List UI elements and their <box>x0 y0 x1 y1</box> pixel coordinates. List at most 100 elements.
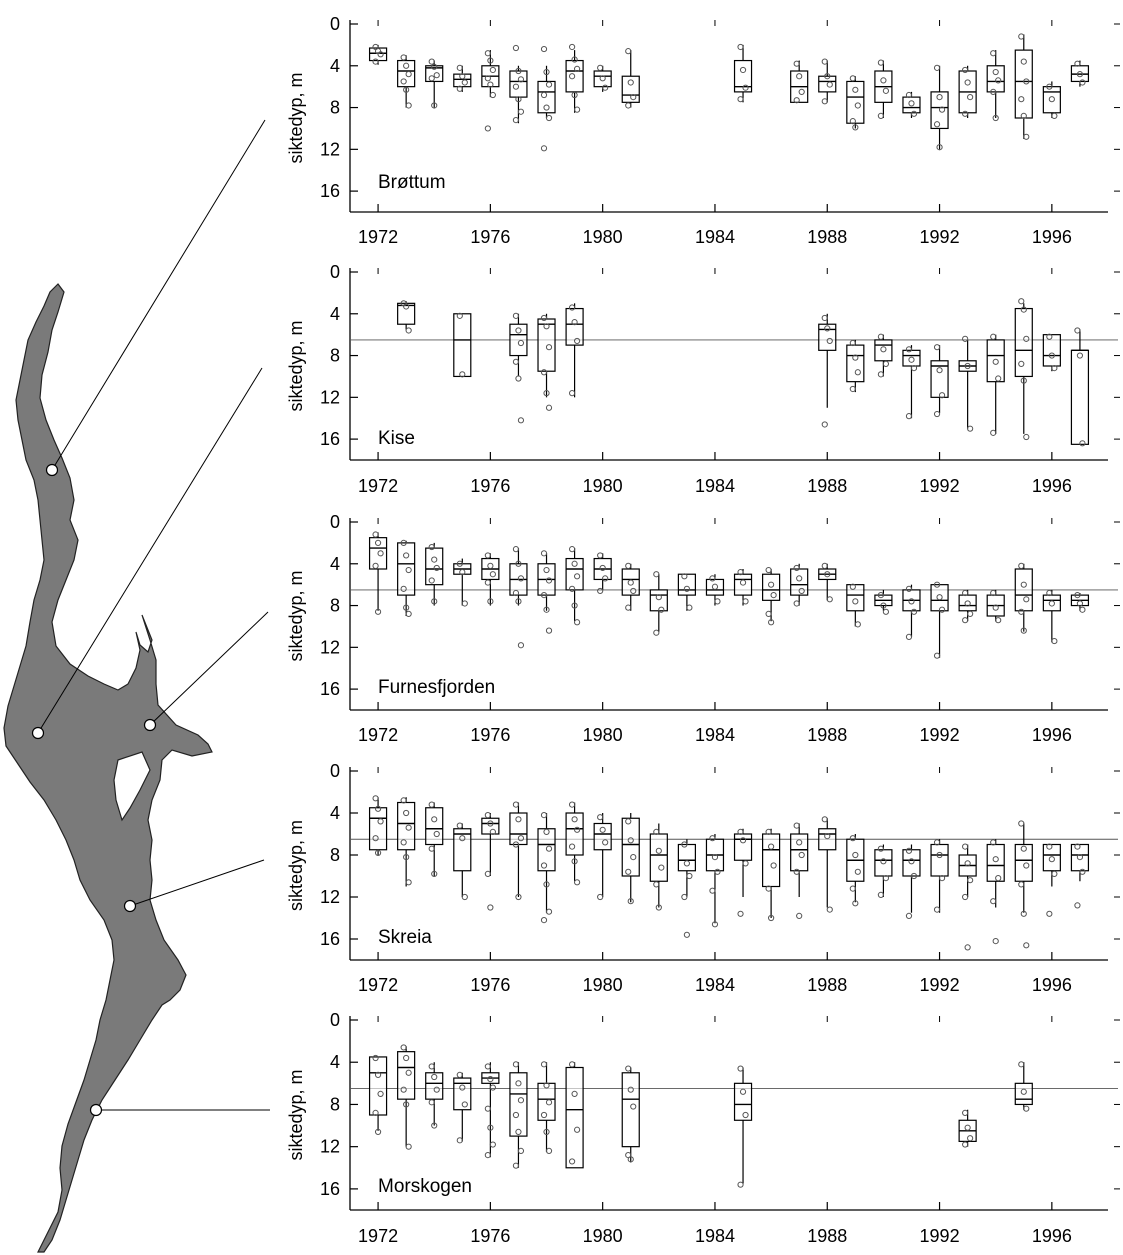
station-dot <box>143 718 157 732</box>
observation-point <box>962 1141 969 1148</box>
observation-point <box>962 893 969 901</box>
observation-point <box>1023 335 1030 342</box>
box-iqr <box>537 80 556 114</box>
observation-point <box>428 75 435 82</box>
observation-point <box>489 1084 496 1091</box>
x-tick-label: 1996 <box>1032 725 1072 745</box>
observation-point <box>905 585 913 592</box>
observation-point <box>372 1109 379 1116</box>
observation-point <box>739 837 747 844</box>
box-1976 <box>481 552 500 606</box>
observation-point <box>849 583 856 590</box>
box-1975 <box>453 558 472 607</box>
observation-point <box>571 858 578 865</box>
observation-point <box>849 835 856 842</box>
observation-point <box>711 921 719 928</box>
observation-point <box>489 571 496 578</box>
observation-point <box>796 575 803 582</box>
observation-point <box>681 573 688 580</box>
y-tick-label: 0 <box>330 512 340 532</box>
box-1976 <box>481 50 500 132</box>
station-label: Skreia <box>378 927 432 948</box>
observation-point <box>573 1126 581 1133</box>
box-iqr <box>565 557 584 591</box>
y-tick-label: 12 <box>320 637 340 657</box>
lake-outline <box>3 283 213 1253</box>
observation-point <box>793 822 800 829</box>
observation-point <box>400 797 407 804</box>
observation-point <box>765 885 772 892</box>
box-iqr <box>649 833 668 882</box>
observation-point <box>995 875 1002 882</box>
observation-point <box>992 68 999 76</box>
observation-point <box>540 45 548 53</box>
observation-point <box>877 371 885 378</box>
observation-point <box>796 912 803 920</box>
x-tick-label: 1996 <box>1032 1226 1072 1246</box>
box-iqr <box>818 828 837 851</box>
box-iqr <box>368 807 388 851</box>
observation-point <box>545 1147 553 1154</box>
observation-point <box>512 44 520 52</box>
leader-line <box>129 859 265 907</box>
box-1994 <box>986 839 1005 945</box>
observation-point <box>1020 845 1027 852</box>
observation-point <box>967 94 974 101</box>
observation-point <box>489 66 496 74</box>
observation-point <box>456 85 463 92</box>
box-1994 <box>986 333 1005 436</box>
x-tick-label: 1996 <box>1032 975 1072 995</box>
leader-lines <box>37 119 270 1111</box>
box-iqr <box>930 360 949 398</box>
box-1996 <box>1042 843 1061 917</box>
y-tick-label: 16 <box>320 1179 340 1199</box>
box-1990 <box>874 333 893 378</box>
observation-point <box>798 851 805 859</box>
observation-point <box>456 64 463 71</box>
y-tick-label: 16 <box>320 181 340 201</box>
observation-point <box>627 579 634 586</box>
observation-point <box>543 390 550 397</box>
observation-point <box>487 1124 494 1131</box>
observation-point <box>461 79 468 86</box>
observation-point <box>545 1099 553 1106</box>
box-1972 <box>368 43 388 65</box>
station-dot <box>123 899 137 913</box>
observation-point <box>403 604 410 611</box>
observation-point <box>1020 910 1027 917</box>
box-1988 <box>818 816 837 913</box>
box-1990 <box>874 59 893 120</box>
observation-point <box>962 843 969 850</box>
observation-point <box>405 1069 412 1076</box>
observation-point <box>517 642 525 649</box>
box-1995 <box>1014 562 1033 634</box>
y-tick-label: 8 <box>330 596 340 616</box>
observation-point <box>877 333 885 340</box>
observation-point <box>793 97 800 104</box>
observation-point <box>938 875 946 882</box>
observation-point <box>1018 96 1025 103</box>
box-1980 <box>593 813 612 901</box>
observation-point <box>403 1054 410 1062</box>
observation-point <box>1076 600 1084 607</box>
observation-point <box>461 600 468 607</box>
observation-point <box>854 369 861 376</box>
box-1972 <box>368 1054 388 1135</box>
box-1997 <box>1070 592 1090 613</box>
observation-point <box>484 1105 491 1112</box>
observation-point <box>625 562 632 569</box>
observation-point <box>1046 589 1053 597</box>
observation-point <box>653 828 660 836</box>
observation-point <box>431 870 438 878</box>
observation-point <box>405 102 412 109</box>
observation-point <box>599 564 606 572</box>
observation-point <box>515 1128 522 1135</box>
observation-point <box>512 1111 520 1119</box>
box-iqr <box>1014 307 1033 378</box>
observation-point <box>768 914 775 922</box>
observation-point <box>962 335 969 342</box>
observation-point <box>403 62 410 69</box>
x-tick-label: 1984 <box>695 975 735 995</box>
observation-point <box>681 841 688 848</box>
